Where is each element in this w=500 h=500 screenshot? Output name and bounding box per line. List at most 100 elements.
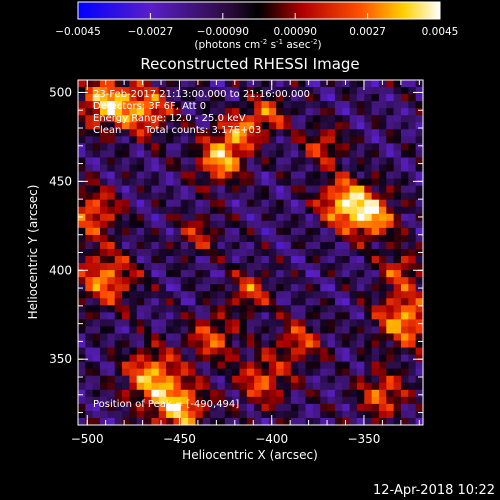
heatmap-cell <box>408 234 417 243</box>
heatmap-cell <box>188 199 197 208</box>
heatmap-cell <box>283 234 292 243</box>
heatmap-cell <box>408 305 417 313</box>
heatmap-cell <box>371 129 380 137</box>
heatmap-cell <box>371 248 380 257</box>
heatmap-cell <box>92 319 101 328</box>
heatmap-cell <box>136 129 145 137</box>
heatmap-cell <box>290 382 299 391</box>
heatmap-cell <box>400 248 409 257</box>
heatmap-cell <box>232 178 241 187</box>
heatmap-cell <box>283 213 292 222</box>
heatmap-cell <box>217 108 226 116</box>
heatmap-cell <box>136 199 145 208</box>
heatmap-cell <box>415 396 423 405</box>
heatmap-cell <box>334 136 343 144</box>
heatmap-cell <box>107 312 116 320</box>
heatmap-cell <box>334 157 343 166</box>
heatmap-cell <box>320 354 329 363</box>
heatmap-cell <box>85 396 94 405</box>
heatmap-cell <box>415 199 423 208</box>
heatmap-cell <box>261 270 270 278</box>
heatmap-cell <box>356 333 365 342</box>
heatmap-cell <box>305 319 314 328</box>
heatmap-cell <box>166 312 175 320</box>
heatmap-cell <box>239 206 248 215</box>
heatmap-cell <box>298 241 307 250</box>
heatmap-cell <box>342 277 351 285</box>
heatmap-cell <box>393 108 402 116</box>
heatmap-cell <box>408 220 417 229</box>
heatmap-cell <box>136 312 145 320</box>
heatmap-cell <box>210 164 219 173</box>
heatmap-cell <box>261 312 270 320</box>
heatmap-cell <box>210 122 219 130</box>
heatmap-cell <box>276 143 285 152</box>
heatmap-cell <box>217 361 226 370</box>
heatmap-cell <box>261 157 270 166</box>
heatmap-cell <box>85 227 94 236</box>
heatmap-cell <box>334 248 343 257</box>
heatmap-cell <box>371 312 380 320</box>
heatmap-cell <box>232 312 241 320</box>
heatmap-cell <box>107 298 116 306</box>
heatmap-cell <box>195 284 204 292</box>
heatmap-cell <box>217 263 226 271</box>
heatmap-cell <box>122 417 130 425</box>
heatmap-cell <box>371 361 380 370</box>
heatmap-cell <box>298 115 307 123</box>
heatmap-cell <box>356 136 365 144</box>
heatmap-cell <box>312 277 321 285</box>
heatmap-cell <box>239 87 248 95</box>
heatmap-cell <box>400 220 409 229</box>
heatmap-cell <box>400 375 409 384</box>
heatmap-cell <box>268 333 277 342</box>
heatmap-cell <box>415 326 423 335</box>
heatmap-cell <box>342 368 351 377</box>
heatmap-cell <box>386 108 395 116</box>
heatmap-cell <box>224 410 233 419</box>
heatmap-cell <box>342 143 351 152</box>
heatmap-cell <box>224 206 233 215</box>
heatmap-cell <box>290 115 299 123</box>
heatmap-cell <box>305 298 314 306</box>
heatmap-cell <box>268 227 277 236</box>
heatmap-cell <box>78 270 86 278</box>
heatmap-cell <box>202 80 211 88</box>
heatmap-cell <box>129 403 138 412</box>
heatmap-cell <box>364 94 373 102</box>
heatmap-cell <box>239 368 248 377</box>
heatmap-cell <box>173 143 182 152</box>
heatmap-cell <box>312 312 321 320</box>
heatmap-cell <box>224 185 233 194</box>
heatmap-cell <box>180 213 189 222</box>
heatmap-cell <box>276 185 285 194</box>
heatmap-cell <box>166 234 175 243</box>
heatmap-cell <box>356 417 365 425</box>
heatmap-cell <box>217 277 226 285</box>
heatmap-cell <box>78 326 86 335</box>
heatmap-cell <box>92 403 101 412</box>
heatmap-cell <box>415 368 423 377</box>
heatmap-cell <box>290 277 299 285</box>
heatmap-cell <box>151 319 160 328</box>
heatmap-cell <box>122 143 130 152</box>
heatmap-cell <box>92 227 101 236</box>
heatmap-cell <box>356 248 365 257</box>
heatmap-cell <box>364 143 373 152</box>
heatmap-cell <box>85 326 94 335</box>
heatmap-cell <box>378 361 387 370</box>
heatmap-cell <box>312 319 321 328</box>
heatmap-cell <box>166 185 175 194</box>
heatmap-cell <box>298 192 307 201</box>
heatmap-cell <box>246 220 255 229</box>
heatmap-cell <box>408 199 417 208</box>
heatmap-cell <box>195 368 204 377</box>
heatmap-cell <box>268 87 277 95</box>
heatmap-cell <box>144 171 152 180</box>
heatmap-cell <box>298 326 307 335</box>
heatmap-cell <box>246 234 255 243</box>
heatmap-cell <box>180 277 189 285</box>
heatmap-cell <box>393 375 402 384</box>
heatmap-cell <box>268 277 277 285</box>
heatmap-cell <box>239 108 248 116</box>
